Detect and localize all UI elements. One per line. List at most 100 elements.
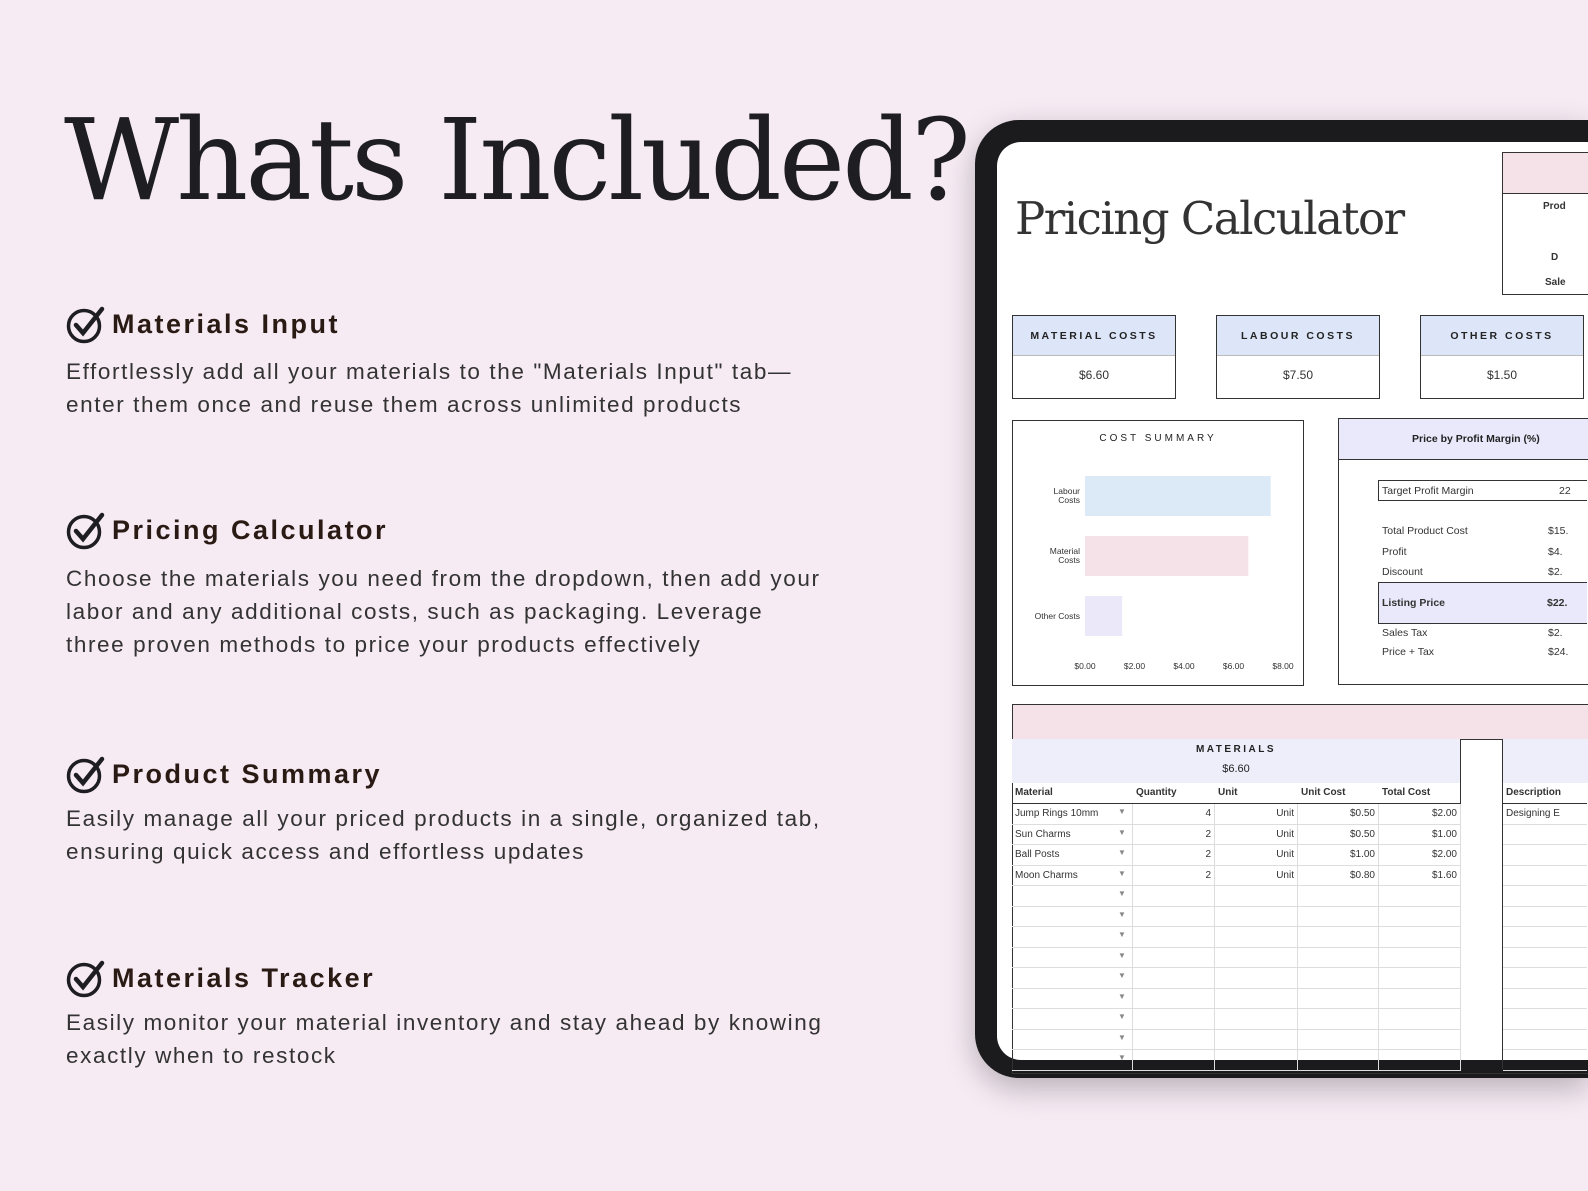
dropdown-arrow-icon[interactable]: ▼ [1118, 1053, 1126, 1062]
table-cell[interactable]: 2 [1133, 865, 1215, 886]
table-cell [1215, 968, 1298, 989]
dropdown-arrow-icon[interactable]: ▼ [1118, 889, 1126, 898]
material-dropdown[interactable]: Sun Charms [1012, 824, 1133, 845]
margin-row-value: $15. [1548, 525, 1569, 537]
table-cell[interactable] [1133, 968, 1215, 989]
card-value: $1.50 [1486, 368, 1518, 382]
checkmark-circle-icon [66, 512, 105, 550]
table-cell[interactable] [1503, 927, 1587, 948]
dropdown-arrow-icon[interactable]: ▼ [1118, 1032, 1126, 1042]
side-label: Prod [1543, 201, 1566, 212]
table-cell [1215, 1029, 1298, 1050]
x-tick-label: $8.00 [1272, 661, 1294, 671]
spreadsheet-screen: Pricing Calculator Prod D Sale MATERIAL … [997, 142, 1588, 1074]
feature-title: Materials Tracker [112, 962, 376, 993]
table-cell [1215, 1050, 1298, 1071]
table-cell[interactable] [1133, 1009, 1215, 1030]
margin-row-label: Sales Tax [1382, 627, 1428, 639]
margin-row-label: Profit [1382, 545, 1407, 558]
panel-title: Price by Profit Margin (%) [1339, 419, 1588, 460]
table-cell[interactable] [1133, 1029, 1215, 1050]
table-cell[interactable] [1503, 948, 1587, 968]
table-cell[interactable]: Designing E [1503, 804, 1587, 825]
category-label: Costs [1058, 495, 1080, 505]
table-cell[interactable] [1503, 989, 1587, 1009]
material-dropdown[interactable]: Moon Charms [1012, 865, 1133, 886]
dropdown-arrow-icon[interactable]: ▼ [1118, 807, 1126, 816]
material-dropdown[interactable] [1012, 947, 1133, 968]
table-cell[interactable] [1503, 886, 1587, 907]
dropdown-arrow-icon[interactable]: ▼ [1118, 1012, 1126, 1021]
table-cell: $1.00 [1379, 824, 1461, 845]
table-cell: Unit [1215, 845, 1298, 866]
material-dropdown[interactable]: Ball Posts [1012, 845, 1133, 866]
table-cell[interactable] [1133, 886, 1215, 907]
table-cell[interactable] [1503, 866, 1587, 886]
card-label: MATERIAL COSTS [1013, 316, 1175, 356]
checkmark-circle-icon [66, 306, 105, 344]
table-cell [1379, 1050, 1461, 1071]
table-cell[interactable] [1133, 906, 1215, 927]
table-cell [1379, 1009, 1461, 1030]
dropdown-arrow-icon[interactable]: ▼ [1118, 868, 1126, 878]
table-cell [1379, 886, 1461, 907]
material-dropdown[interactable] [1012, 968, 1133, 989]
dropdown-arrow-icon[interactable]: ▼ [1118, 991, 1126, 1001]
table-cell [1215, 886, 1298, 907]
table-cell [1215, 906, 1298, 927]
table-cell: $1.60 [1379, 865, 1461, 886]
table-cell[interactable] [1503, 1050, 1587, 1071]
card-label: LABOUR COSTS [1217, 316, 1379, 356]
table-cell[interactable] [1503, 907, 1587, 927]
table-cell[interactable] [1503, 845, 1587, 866]
table-cell[interactable] [1503, 968, 1587, 989]
table-cell[interactable] [1133, 1050, 1215, 1071]
dropdown-arrow-icon[interactable]: ▼ [1118, 848, 1126, 857]
table-cell[interactable] [1503, 825, 1587, 845]
product-info-table: Prod D Sale [1502, 152, 1588, 295]
margin-row-value: $24. [1548, 646, 1569, 658]
category-label: Costs [1058, 555, 1080, 565]
margin-row-label: Discount [1382, 566, 1423, 578]
column-header: Material [1012, 783, 1133, 804]
table-cell[interactable] [1133, 988, 1215, 1009]
material-dropdown[interactable] [1012, 886, 1133, 907]
dropdown-arrow-icon[interactable]: ▼ [1118, 930, 1126, 939]
table-cell [1379, 927, 1461, 948]
material-dropdown[interactable] [1012, 1029, 1133, 1050]
feature-heading: Materials Input [66, 304, 340, 344]
table-cell[interactable] [1133, 947, 1215, 968]
table-cell[interactable]: 2 [1133, 845, 1215, 866]
cost-summary-chart: COST SUMMARY Labour Costs Material Costs Oth… [1012, 420, 1304, 686]
table-cell[interactable] [1503, 1030, 1587, 1050]
table-cell[interactable] [1503, 1009, 1587, 1030]
table-cell [1215, 1009, 1298, 1030]
dropdown-arrow-icon[interactable]: ▼ [1118, 909, 1126, 919]
dropdown-arrow-icon[interactable]: ▼ [1118, 950, 1126, 960]
material-dropdown[interactable] [1012, 988, 1133, 1009]
side-label: D [1551, 252, 1559, 263]
table-cell[interactable] [1133, 927, 1215, 948]
target-label: Target Profit Margin [1382, 485, 1474, 497]
material-dropdown[interactable] [1012, 906, 1133, 927]
table-cell[interactable]: 2 [1133, 824, 1215, 845]
material-dropdown[interactable] [1012, 927, 1133, 948]
feature-heading: Product Summary [66, 754, 382, 794]
dropdown-arrow-icon[interactable]: ▼ [1118, 827, 1126, 837]
column-header: Description [1503, 783, 1587, 804]
dropdown-arrow-icon[interactable]: ▼ [1118, 971, 1126, 980]
material-dropdown[interactable]: Jump Rings 10mm [1012, 804, 1133, 825]
table-cell: $0.80 [1298, 865, 1379, 886]
material-dropdown[interactable] [1012, 1050, 1133, 1071]
table-cell [1298, 1029, 1379, 1050]
profit-margin-panel: Price by Profit Margin (%) Target Profit… [1338, 418, 1588, 685]
chart-title: COST SUMMARY [1099, 433, 1217, 444]
material-dropdown[interactable] [1012, 1009, 1133, 1030]
table-cell: $0.50 [1298, 824, 1379, 845]
table-cell[interactable]: 4 [1133, 804, 1215, 825]
listing-value: $22. [1547, 597, 1568, 609]
target-margin-field[interactable]: Target Profit Margin 22 [1378, 480, 1587, 501]
table-cell [1379, 968, 1461, 989]
feature-title: Materials Input [112, 308, 341, 339]
